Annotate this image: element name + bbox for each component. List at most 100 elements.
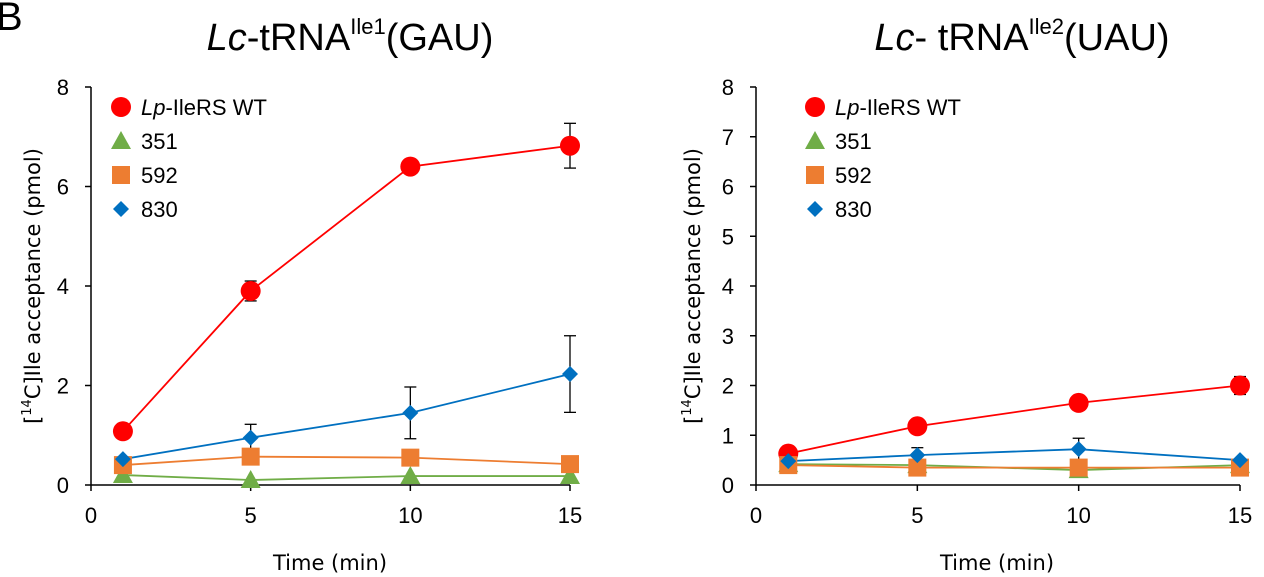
series-line-2 [788,464,1240,469]
y-tick-label: 8 [57,75,69,100]
legend-label: 830 [141,197,178,222]
chart-panel-ile2: 0 5 10 15 0 1 2 3 4 5 6 7 8 Lc- tRNAIle2(UAU) Time (mi… [680,14,1252,575]
data-point-triangle [560,466,580,485]
x-tick-label: 10 [398,503,422,528]
panel-label: B [0,0,23,39]
chart-title-suffix: (UAU) [1064,17,1170,59]
y-axis-title-post: C]Ile acceptance (pmol) [681,148,705,399]
data-point-square [241,447,260,466]
chart-title: Lc- tRNAIle2(UAU) [874,14,1169,59]
legend-label-main: 351 [141,129,178,154]
data-point-circle [1230,375,1250,396]
data-point-circle [112,421,133,442]
legend-marker-diamond [807,201,823,217]
y-axis-title-sup: 14 [20,399,35,416]
chart-title: Lc-tRNAIle1(GAU) [207,14,494,59]
y-tick-label: 1 [722,423,734,448]
legend-label-main: 830 [835,197,872,222]
legend-label-main: -IleRS WT [165,95,266,120]
data-point-square [1069,458,1088,477]
series-line-0 [788,384,1241,455]
series-line-0 [122,144,571,432]
data-point-square [908,458,927,477]
x-tick-label: 0 [750,503,762,528]
data-point-triangle [400,466,421,485]
legend-label: 592 [835,163,872,188]
legend-label-main: 830 [141,197,178,222]
legend-marker-circle [805,97,825,117]
legend-marker-circle [111,97,131,117]
chart-title-italic: Lc [874,17,914,59]
legend-label: 592 [141,163,178,188]
legend-label-main: 592 [141,163,178,188]
chart-title-sup: Ile1 [350,14,385,39]
legend-label: Lp-IleRS WT [141,95,267,120]
legend-label: 351 [141,129,178,154]
y-tick-label: 0 [722,473,734,498]
y-tick-label: 5 [722,224,734,249]
y-tick-label: 4 [722,274,734,299]
data-point-circle [240,280,261,301]
chart-title-main: - tRNA [915,17,1030,59]
y-axis-title-sup: 14 [680,399,695,416]
data-point-square [561,455,579,474]
y-tick-label: 3 [722,324,734,349]
data-point-diamond [114,451,131,468]
x-tick-label: 15 [558,503,582,528]
legend-label: 351 [835,129,872,154]
x-tick-label: 0 [85,503,97,528]
series-line-2 [122,455,571,466]
chart-title-sup: Ile2 [1029,14,1064,39]
data-point-circle [1068,392,1089,413]
data-point-circle [560,135,580,156]
data-point-diamond [1232,452,1248,469]
y-axis-title: [14C]Ile acceptance (pmol) [20,148,45,424]
y-tick-label: 0 [57,473,69,498]
legend-label-main: 592 [835,163,872,188]
y-tick-label: 7 [722,125,734,150]
data-point-triangle [240,470,261,489]
chart-panel-ile1: 0 5 10 15 0 2 4 6 8 Lc-tRNAIle1(GAU) Time (min) [14… [20,14,582,575]
data-point-diamond [1070,441,1087,458]
y-tick-label: 2 [57,374,69,399]
y-tick-label: 8 [722,75,734,100]
legend-marker-diamond [113,201,129,217]
y-tick-label: 6 [57,175,69,200]
data-point-diamond [909,447,926,464]
y-axis-title: [14C]Ile acceptance (pmol) [680,148,705,424]
y-tick-label: 6 [722,175,734,200]
x-axis-title: Time (min) [272,551,387,575]
x-tick-label: 15 [1228,503,1252,528]
legend-label-main: 351 [835,129,872,154]
data-point-circle [907,416,928,437]
legend-label-italic: Lp [835,95,859,120]
chart-title-italic: Lc [207,17,247,59]
data-point-diamond [562,366,578,383]
data-point-circle [400,156,421,177]
legend-marker-square [112,166,130,184]
series-line-1 [122,474,570,481]
chart-title-suffix: (GAU) [386,17,494,59]
legend-marker-triangle [111,131,131,149]
data-point-diamond [242,429,259,446]
series-line-3 [122,373,571,461]
y-axis-title-post: C]Ile acceptance (pmol) [21,148,45,399]
series-line-3 [788,448,1241,463]
chart-title-main: -tRNA [247,17,351,59]
y-tick-label: 4 [57,274,69,299]
x-tick-label: 5 [245,503,257,528]
legend-label-italic: Lp [141,95,165,120]
legend-marker-triangle [805,131,825,149]
y-axis-title-pre: [ [21,416,45,424]
y-axis-title-pre: [ [681,416,705,424]
data-point-diamond [780,453,797,470]
data-point-diamond [402,404,419,421]
x-tick-label: 10 [1066,503,1090,528]
x-axis-title: Time (min) [939,551,1054,575]
legend-label: 830 [835,197,872,222]
legend-label: Lp-IleRS WT [835,95,961,120]
data-point-square [401,448,420,467]
legend-marker-square [806,166,824,184]
y-tick-label: 2 [722,374,734,399]
